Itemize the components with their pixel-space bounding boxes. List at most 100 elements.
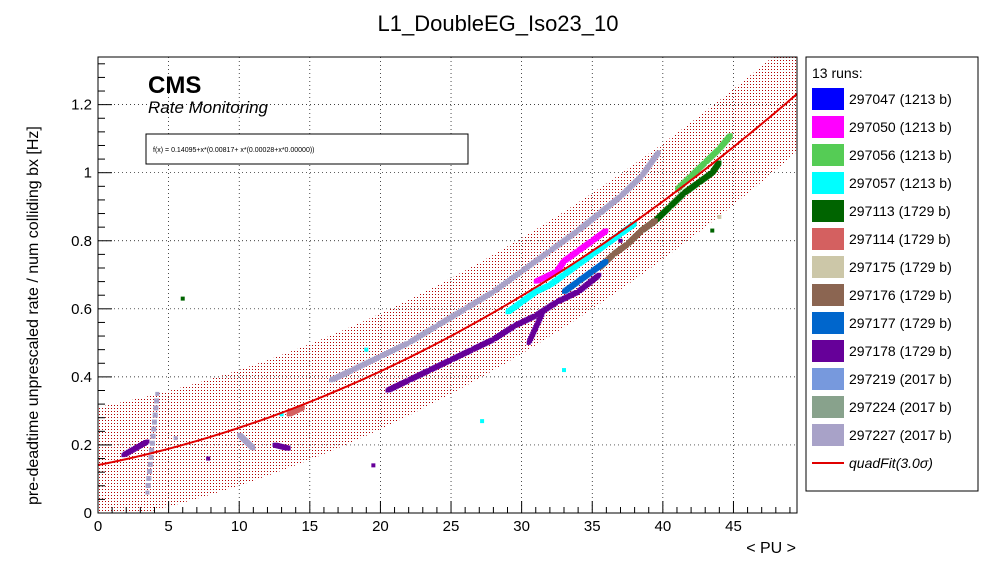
data-point <box>447 358 453 364</box>
data-point <box>716 160 722 166</box>
chart-title: L1_DoubleEG_Iso23_10 <box>378 11 619 36</box>
data-point <box>654 151 660 157</box>
legend-swatch <box>812 284 844 306</box>
legend-label: 297219 (2017 b) <box>849 371 952 387</box>
legend-label: 297050 (1213 b) <box>849 119 952 135</box>
data-point <box>460 307 466 313</box>
series-points <box>674 133 733 192</box>
legend-header: 13 runs: <box>812 65 863 81</box>
data-point <box>468 347 474 353</box>
data-point <box>432 324 438 330</box>
legend-swatch <box>812 200 844 222</box>
data-point <box>652 218 658 224</box>
data-point <box>710 228 715 233</box>
legend-label: 297224 (2017 b) <box>849 399 952 415</box>
y-tick-label: 1 <box>84 165 92 182</box>
data-points <box>121 133 733 495</box>
data-point <box>618 238 623 243</box>
data-point <box>404 341 410 347</box>
series-points <box>121 238 623 468</box>
data-point <box>531 313 537 319</box>
data-point <box>146 475 152 481</box>
data-point <box>425 368 431 374</box>
data-point <box>180 296 185 301</box>
legend-swatch <box>812 172 844 194</box>
legend-label: 297056 (1213 b) <box>849 147 952 163</box>
fit-equation-box <box>145 133 469 165</box>
data-point <box>595 273 601 279</box>
y-tick-label: 0.8 <box>71 233 92 250</box>
fit-curve <box>98 93 797 466</box>
y-tick-label: 0.4 <box>71 369 92 386</box>
series-points <box>717 214 722 219</box>
legend-swatch <box>812 312 844 334</box>
data-point <box>145 490 150 495</box>
cms-label: CMS <box>148 72 201 99</box>
x-tick-label: 15 <box>301 518 318 535</box>
y-tick-label: 1.2 <box>71 97 92 114</box>
legend-label: 297176 (1729 b) <box>849 287 952 303</box>
data-point <box>562 368 566 373</box>
data-point <box>489 337 495 343</box>
data-point <box>153 405 159 411</box>
data-point <box>143 440 149 446</box>
data-point <box>149 447 155 453</box>
series-points <box>279 221 637 424</box>
series-points <box>145 150 661 495</box>
data-point <box>552 300 558 306</box>
legend-label: 297047 (1213 b) <box>849 91 952 107</box>
legend-swatch <box>812 144 844 166</box>
legend-swatch <box>812 424 844 446</box>
data-point <box>147 461 153 467</box>
data-point <box>602 228 608 234</box>
data-point <box>299 405 305 411</box>
x-tick-label: 40 <box>655 518 672 535</box>
legend-swatch <box>812 116 844 138</box>
data-point <box>150 433 156 439</box>
legend-swatch <box>812 228 844 250</box>
data-point <box>574 290 580 296</box>
series-points <box>562 259 609 294</box>
data-point <box>279 412 284 417</box>
x-tick-label: 20 <box>372 518 389 535</box>
data-point <box>148 454 154 460</box>
data-point <box>249 444 255 450</box>
data-point <box>364 347 369 352</box>
legend-swatch <box>812 88 844 110</box>
data-point <box>480 419 485 424</box>
legend-label: 297113 (1729 b) <box>849 203 951 219</box>
plot-frame <box>97 56 798 514</box>
data-point <box>637 175 643 181</box>
x-tick-label: 25 <box>443 518 460 535</box>
data-point <box>145 483 151 489</box>
data-point <box>149 440 155 446</box>
data-point <box>488 290 494 296</box>
x-tick-label: 0 <box>94 518 102 535</box>
data-point <box>595 212 601 218</box>
cms-sublabel: Rate Monitoring <box>148 98 269 117</box>
data-point <box>371 463 376 468</box>
data-point <box>616 195 622 201</box>
data-point <box>517 270 523 276</box>
data-point <box>375 354 381 360</box>
data-point <box>539 311 545 317</box>
data-point <box>285 445 291 451</box>
legend-label: 297227 (2017 b) <box>849 427 952 443</box>
legend-swatch <box>812 340 844 362</box>
legend-label: 297178 (1729 b) <box>849 343 952 359</box>
x-tick-label: 30 <box>513 518 530 535</box>
y-axis-label: pre-deadtime unprescaled rate / num coll… <box>25 126 42 505</box>
legend-fit-label: quadFit(3.0σ) <box>849 455 933 471</box>
fit-equation: f(x) = 0.14095+x*(0.00817+ x*(0.00028+x*… <box>153 147 315 154</box>
x-tick-label: 45 <box>725 518 742 535</box>
data-point <box>717 214 722 219</box>
series-points <box>533 228 609 284</box>
x-tick-label: 5 <box>164 518 172 535</box>
series-points <box>286 405 305 417</box>
data-point <box>573 229 579 235</box>
data-point <box>545 249 551 255</box>
data-point <box>147 468 153 474</box>
y-tick-label: 0.6 <box>71 301 92 318</box>
legend-label: 297177 (1729 b) <box>849 315 952 331</box>
